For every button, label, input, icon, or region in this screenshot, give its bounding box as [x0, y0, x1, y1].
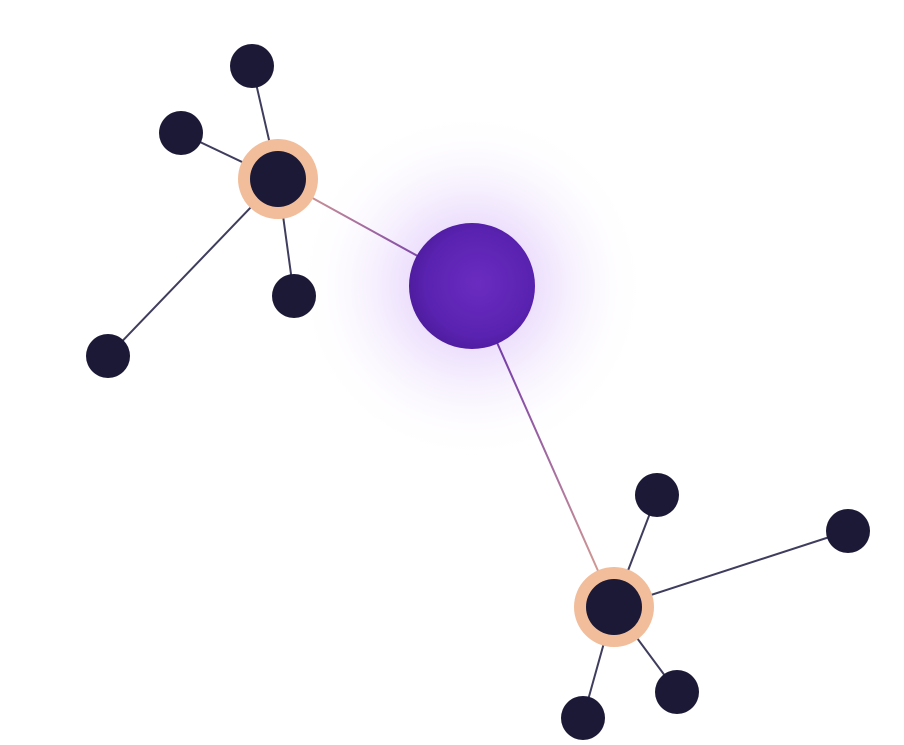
hub-core [250, 151, 306, 207]
node-leaf-ul-left[interactable] [159, 111, 203, 155]
edge-hub-lower-right-to-leaf-lr-right [613, 530, 849, 608]
node-leaf-lr-bottom-right[interactable] [655, 670, 699, 714]
leaf-circle [561, 696, 605, 740]
node-leaf-ul-far[interactable] [86, 334, 130, 378]
node-leaf-lr-right[interactable] [826, 509, 870, 553]
node-leaf-lr-top[interactable] [635, 473, 679, 517]
leaf-circle [826, 509, 870, 553]
leaf-circle [635, 473, 679, 517]
leaf-circle [230, 44, 274, 88]
node-center[interactable] [409, 223, 535, 349]
node-leaf-ul-top[interactable] [230, 44, 274, 88]
leaf-circle [86, 334, 130, 378]
node-leaf-lr-bottom-left[interactable] [561, 696, 605, 740]
node-hub-upper-left[interactable] [238, 139, 318, 219]
leaf-circle [159, 111, 203, 155]
edge-hub-upper-left-to-leaf-ul-far [107, 178, 279, 357]
node-hub-lower-right[interactable] [574, 567, 654, 647]
nodes [86, 44, 870, 740]
leaf-circle [655, 670, 699, 714]
center-node-circle [409, 223, 535, 349]
leaf-circle [272, 274, 316, 318]
hub-core [586, 579, 642, 635]
node-leaf-ul-bottom[interactable] [272, 274, 316, 318]
